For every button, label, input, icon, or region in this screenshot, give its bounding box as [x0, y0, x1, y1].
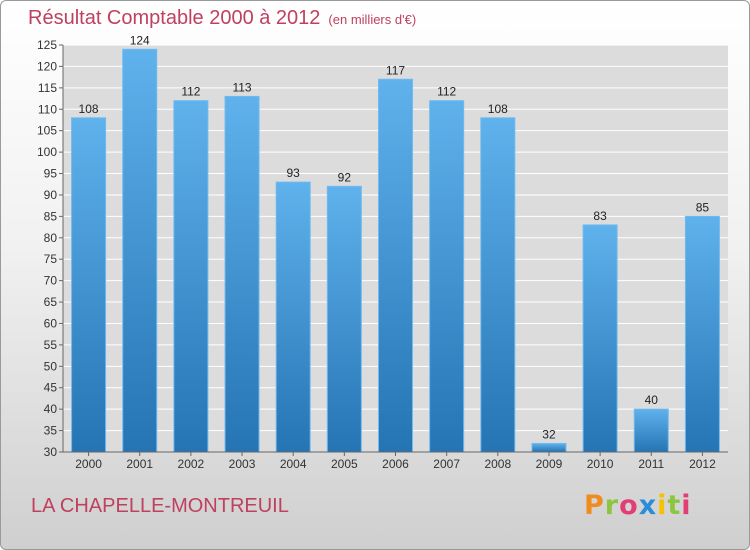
- y-tick-label: 95: [44, 167, 58, 181]
- y-tick-label: 90: [44, 188, 58, 202]
- logo-letter: P: [584, 490, 605, 521]
- x-tick-label: 2011: [638, 457, 664, 471]
- y-tick-label: 125: [37, 38, 57, 52]
- bars: 108 124 112 113 93 92 117 112 108 32 83 40 85: [71, 33, 720, 453]
- x-tick-label: 2002: [178, 457, 205, 471]
- bar-2005: [326, 185, 362, 453]
- y-tick-label: 35: [44, 424, 58, 438]
- data-label-2009: 32: [542, 427, 556, 441]
- x-tick-label: 2004: [280, 457, 307, 471]
- y-tick-label: 45: [44, 381, 58, 395]
- x-tick-label: 2003: [229, 457, 256, 471]
- bar-2007: [429, 100, 465, 453]
- y-tick-label: 75: [44, 252, 58, 266]
- data-label-2001: 124: [130, 33, 150, 47]
- y-tick-label: 120: [37, 59, 57, 73]
- x-tick-label: 2000: [75, 457, 102, 471]
- data-label-2007: 112: [437, 85, 456, 99]
- bar-2001: [122, 48, 158, 453]
- x-tick-label: 2007: [433, 457, 460, 471]
- logo-letter: t: [667, 490, 682, 521]
- x-tick-label: 2005: [331, 457, 358, 471]
- bar-2008: [480, 117, 516, 453]
- y-tick-label: 80: [44, 231, 58, 245]
- data-label-2004: 93: [287, 166, 301, 180]
- x-tick-label: 2012: [689, 457, 716, 471]
- proxiti-logo[interactable]: Proxiti: [584, 490, 692, 521]
- data-label-2000: 108: [79, 102, 99, 116]
- x-axis-ticks: 2000 2001 2002 2003 2004 2005 2006 2007 2008 2009…: [75, 452, 716, 471]
- logo-letter: o: [619, 490, 639, 521]
- bar-2006: [378, 78, 413, 453]
- y-tick-label: 60: [44, 316, 58, 330]
- data-label-2012: 85: [696, 200, 710, 214]
- commune-name: LA CHAPELLE-MONTREUIL: [31, 495, 289, 517]
- y-tick-label: 105: [37, 124, 57, 138]
- bar-2011: [633, 408, 669, 453]
- bar-2009: [531, 442, 567, 453]
- bar-2002: [173, 100, 209, 453]
- data-label-2010: 83: [593, 209, 607, 223]
- data-label-2011: 40: [645, 393, 659, 407]
- chart-title-text: Résultat Comptable 2000 à 2012: [28, 7, 321, 29]
- bar-2012: [684, 215, 720, 453]
- x-tick-label: 2006: [382, 457, 409, 471]
- logo-letter: i: [681, 490, 692, 521]
- y-tick-label: 55: [44, 338, 58, 352]
- logo-letter: r: [604, 490, 620, 521]
- data-label-2005: 92: [338, 170, 352, 184]
- y-tick-label: 30: [44, 445, 58, 459]
- y-tick-label: 100: [37, 145, 57, 159]
- y-axis-ticks: 30 35 40 45 50 55 60 65 70 75 80 85 90 95 100 105 110 115…: [37, 38, 63, 459]
- x-tick-label: 2008: [484, 457, 511, 471]
- y-tick-label: 40: [44, 402, 58, 416]
- bar-2004: [275, 181, 311, 453]
- y-tick-label: 50: [44, 359, 58, 373]
- bar-2000: [71, 117, 107, 453]
- x-tick-label: 2009: [536, 457, 563, 471]
- bar-2010: [582, 224, 618, 453]
- y-tick-label: 70: [44, 274, 58, 288]
- y-tick-label: 115: [38, 81, 57, 95]
- x-tick-label: 2010: [587, 457, 614, 471]
- data-label-2002: 112: [181, 85, 200, 99]
- y-tick-label: 65: [44, 295, 58, 309]
- logo-letter: i: [657, 490, 668, 521]
- chart-title: Résultat Comptable 2000 à 2012 (en millie…: [28, 7, 416, 30]
- y-tick-label: 85: [44, 209, 58, 223]
- logo-letter: x: [638, 490, 658, 521]
- chart-unit: (en milliers d'€): [328, 12, 417, 27]
- data-label-2006: 117: [386, 63, 405, 77]
- data-label-2008: 108: [488, 102, 508, 116]
- y-tick-label: 110: [38, 102, 57, 116]
- x-tick-label: 2001: [126, 457, 153, 471]
- bar-2003: [224, 95, 260, 453]
- data-label-2003: 113: [232, 80, 251, 94]
